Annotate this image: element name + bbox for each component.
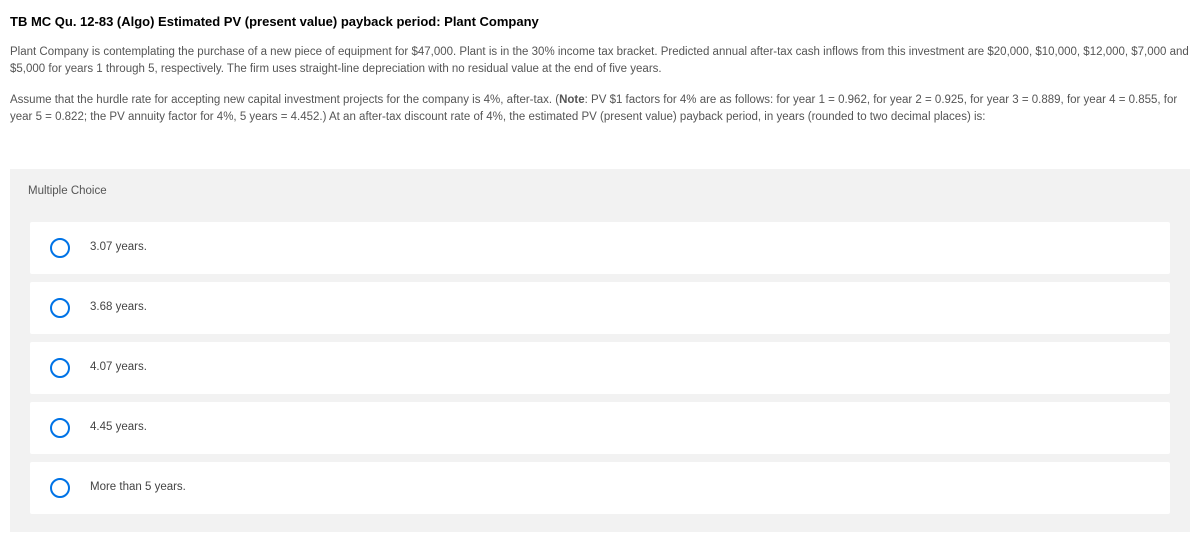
question-body: Plant Company is contemplating the purch… xyxy=(0,40,1200,145)
radio-icon[interactable] xyxy=(50,298,70,318)
option-label: 3.68 years. xyxy=(90,299,147,316)
option-label: 3.07 years. xyxy=(90,239,147,256)
option-row[interactable]: 3.68 years. xyxy=(30,282,1170,334)
question-title: TB MC Qu. 12-83 (Algo) Estimated PV (pre… xyxy=(0,0,1200,40)
option-row[interactable]: 3.07 years. xyxy=(30,222,1170,274)
multiple-choice-panel: Multiple Choice 3.07 years. 3.68 years. … xyxy=(10,169,1190,532)
radio-icon[interactable] xyxy=(50,238,70,258)
para2-pre: Assume that the hurdle rate for acceptin… xyxy=(10,94,559,106)
option-row[interactable]: More than 5 years. xyxy=(30,462,1170,514)
option-label: More than 5 years. xyxy=(90,479,186,496)
options-list: 3.07 years. 3.68 years. 4.07 years. 4.45… xyxy=(10,222,1190,532)
option-label: 4.45 years. xyxy=(90,419,147,436)
question-paragraph-2: Assume that the hurdle rate for acceptin… xyxy=(10,92,1190,127)
option-row[interactable]: 4.45 years. xyxy=(30,402,1170,454)
multiple-choice-label: Multiple Choice xyxy=(10,169,1190,214)
option-row[interactable]: 4.07 years. xyxy=(30,342,1170,394)
option-label: 4.07 years. xyxy=(90,359,147,376)
radio-icon[interactable] xyxy=(50,418,70,438)
question-paragraph-1: Plant Company is contemplating the purch… xyxy=(10,44,1190,79)
radio-icon[interactable] xyxy=(50,358,70,378)
radio-icon[interactable] xyxy=(50,478,70,498)
para2-note-bold: Note xyxy=(559,94,585,106)
